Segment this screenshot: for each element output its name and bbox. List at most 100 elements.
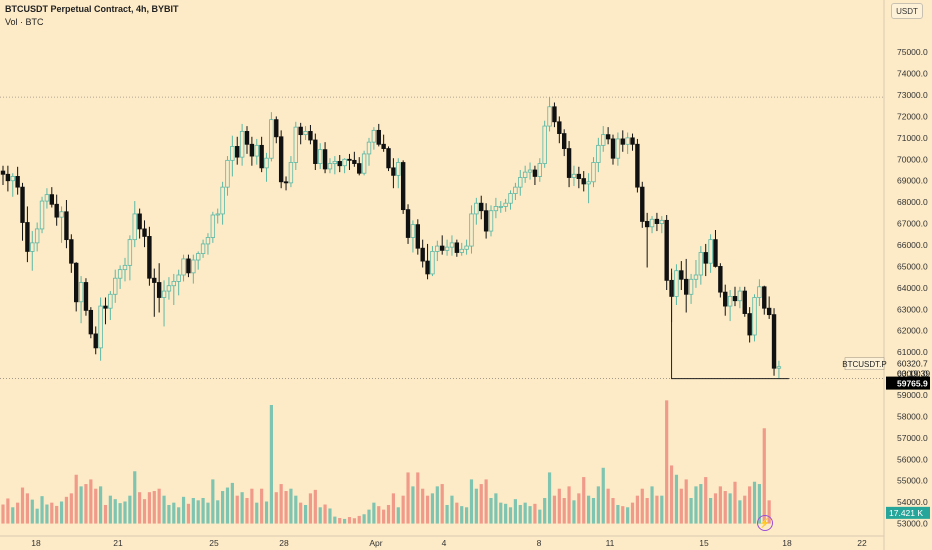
candle-body[interactable] (723, 291, 728, 307)
candle-body[interactable] (230, 146, 235, 161)
candle-body[interactable] (591, 162, 596, 183)
candle-body[interactable] (122, 264, 128, 271)
candle-body[interactable] (288, 162, 294, 184)
candle-body[interactable] (298, 126, 303, 136)
candle-body[interactable] (269, 119, 274, 159)
candle-body[interactable] (249, 143, 255, 157)
currency-button[interactable]: USDT (891, 3, 923, 19)
candle-body[interactable] (625, 137, 630, 145)
candle-body[interactable] (732, 296, 738, 302)
candle-body[interactable] (137, 213, 142, 230)
candle-body[interactable] (176, 274, 181, 282)
candle-body[interactable] (566, 148, 572, 178)
candle-body[interactable] (713, 239, 718, 267)
candle-body[interactable] (0, 170, 6, 175)
candle-body[interactable] (498, 206, 503, 208)
candle-body[interactable] (74, 262, 79, 303)
candle-body[interactable] (235, 146, 240, 158)
candle-body[interactable] (376, 129, 381, 145)
candle-body[interactable] (581, 178, 586, 185)
candle-body[interactable] (605, 134, 611, 140)
candle-body[interactable] (396, 162, 401, 176)
candle-body[interactable] (615, 138, 621, 159)
candle-body[interactable] (420, 247, 425, 262)
candle-body[interactable] (181, 258, 186, 276)
candle-body[interactable] (439, 245, 445, 251)
candle-body[interactable] (10, 176, 15, 182)
candle-body[interactable] (610, 138, 616, 159)
candle-body[interactable] (278, 136, 284, 183)
candle-body[interactable] (508, 193, 513, 204)
candle-body[interactable] (479, 202, 484, 212)
candle-body[interactable] (444, 246, 450, 251)
candle-body[interactable] (469, 213, 474, 247)
candle-body[interactable] (93, 333, 98, 349)
candle-body[interactable] (757, 286, 762, 298)
candle-body[interactable] (630, 137, 635, 145)
candle-body[interactable] (405, 209, 411, 238)
candle-body[interactable] (327, 163, 333, 170)
candle-body[interactable] (54, 203, 59, 218)
candle-body[interactable] (205, 237, 211, 245)
candle-body[interactable] (464, 245, 469, 250)
candle-body[interactable] (410, 224, 416, 238)
candle-body[interactable] (49, 194, 54, 205)
candle-body[interactable] (640, 186, 645, 222)
candle-body[interactable] (727, 296, 733, 307)
candle-body[interactable] (186, 258, 191, 274)
candle-body[interactable] (313, 139, 318, 164)
candle-body[interactable] (684, 278, 689, 295)
candle-body[interactable] (357, 163, 362, 174)
candle-body[interactable] (337, 161, 342, 167)
candle-body[interactable] (108, 293, 113, 309)
candle-body[interactable] (342, 158, 347, 167)
candle-body[interactable] (674, 270, 679, 297)
candle-body[interactable] (83, 282, 89, 311)
candle-body[interactable] (308, 131, 313, 141)
candle-body[interactable] (537, 163, 542, 177)
candle-body[interactable] (259, 144, 264, 169)
candle-body[interactable] (737, 290, 743, 302)
candle-body[interactable] (483, 210, 489, 232)
candle-body[interactable] (766, 307, 772, 316)
candle-body[interactable] (649, 218, 655, 228)
candle-body[interactable] (659, 219, 664, 224)
candle-body[interactable] (503, 202, 508, 207)
candle-body[interactable] (703, 252, 708, 264)
candle-body[interactable] (25, 222, 30, 252)
candle-body[interactable] (317, 149, 323, 164)
candle-body[interactable] (449, 242, 455, 248)
candle-body[interactable] (361, 153, 367, 174)
candle-body[interactable] (225, 159, 230, 188)
candle-body[interactable] (386, 148, 391, 169)
candle-body[interactable] (103, 305, 108, 309)
candle-body[interactable] (64, 211, 69, 241)
candle-body[interactable] (303, 131, 308, 136)
candle-body[interactable] (283, 181, 289, 184)
candle-body[interactable] (493, 206, 499, 212)
candle-body[interactable] (532, 169, 538, 177)
candle-body[interactable] (664, 219, 669, 281)
candle-body[interactable] (586, 181, 591, 185)
candle-body[interactable] (693, 274, 699, 280)
candle-body[interactable] (752, 297, 757, 336)
candle-body[interactable] (88, 309, 94, 335)
candle-body[interactable] (5, 173, 11, 182)
candle-body[interactable] (352, 159, 357, 164)
candle-body[interactable] (747, 313, 752, 336)
candle-body[interactable] (220, 186, 225, 215)
candle-body[interactable] (527, 169, 533, 173)
candle-body[interactable] (562, 133, 567, 149)
candle-body[interactable] (244, 131, 250, 145)
candle-body[interactable] (771, 314, 777, 369)
candle-body[interactable] (571, 173, 577, 178)
candle-body[interactable] (576, 173, 582, 179)
candle-body[interactable] (20, 186, 25, 223)
symbol-title[interactable]: BTCUSDT Perpetual Contract, 4h, BYBIT (5, 4, 179, 14)
candle-body[interactable] (474, 202, 479, 215)
candle-body[interactable] (654, 218, 660, 224)
candle-body[interactable] (274, 119, 279, 138)
candle-body[interactable] (59, 211, 64, 218)
candle-body[interactable] (513, 186, 518, 194)
candle-body[interactable] (191, 259, 196, 274)
